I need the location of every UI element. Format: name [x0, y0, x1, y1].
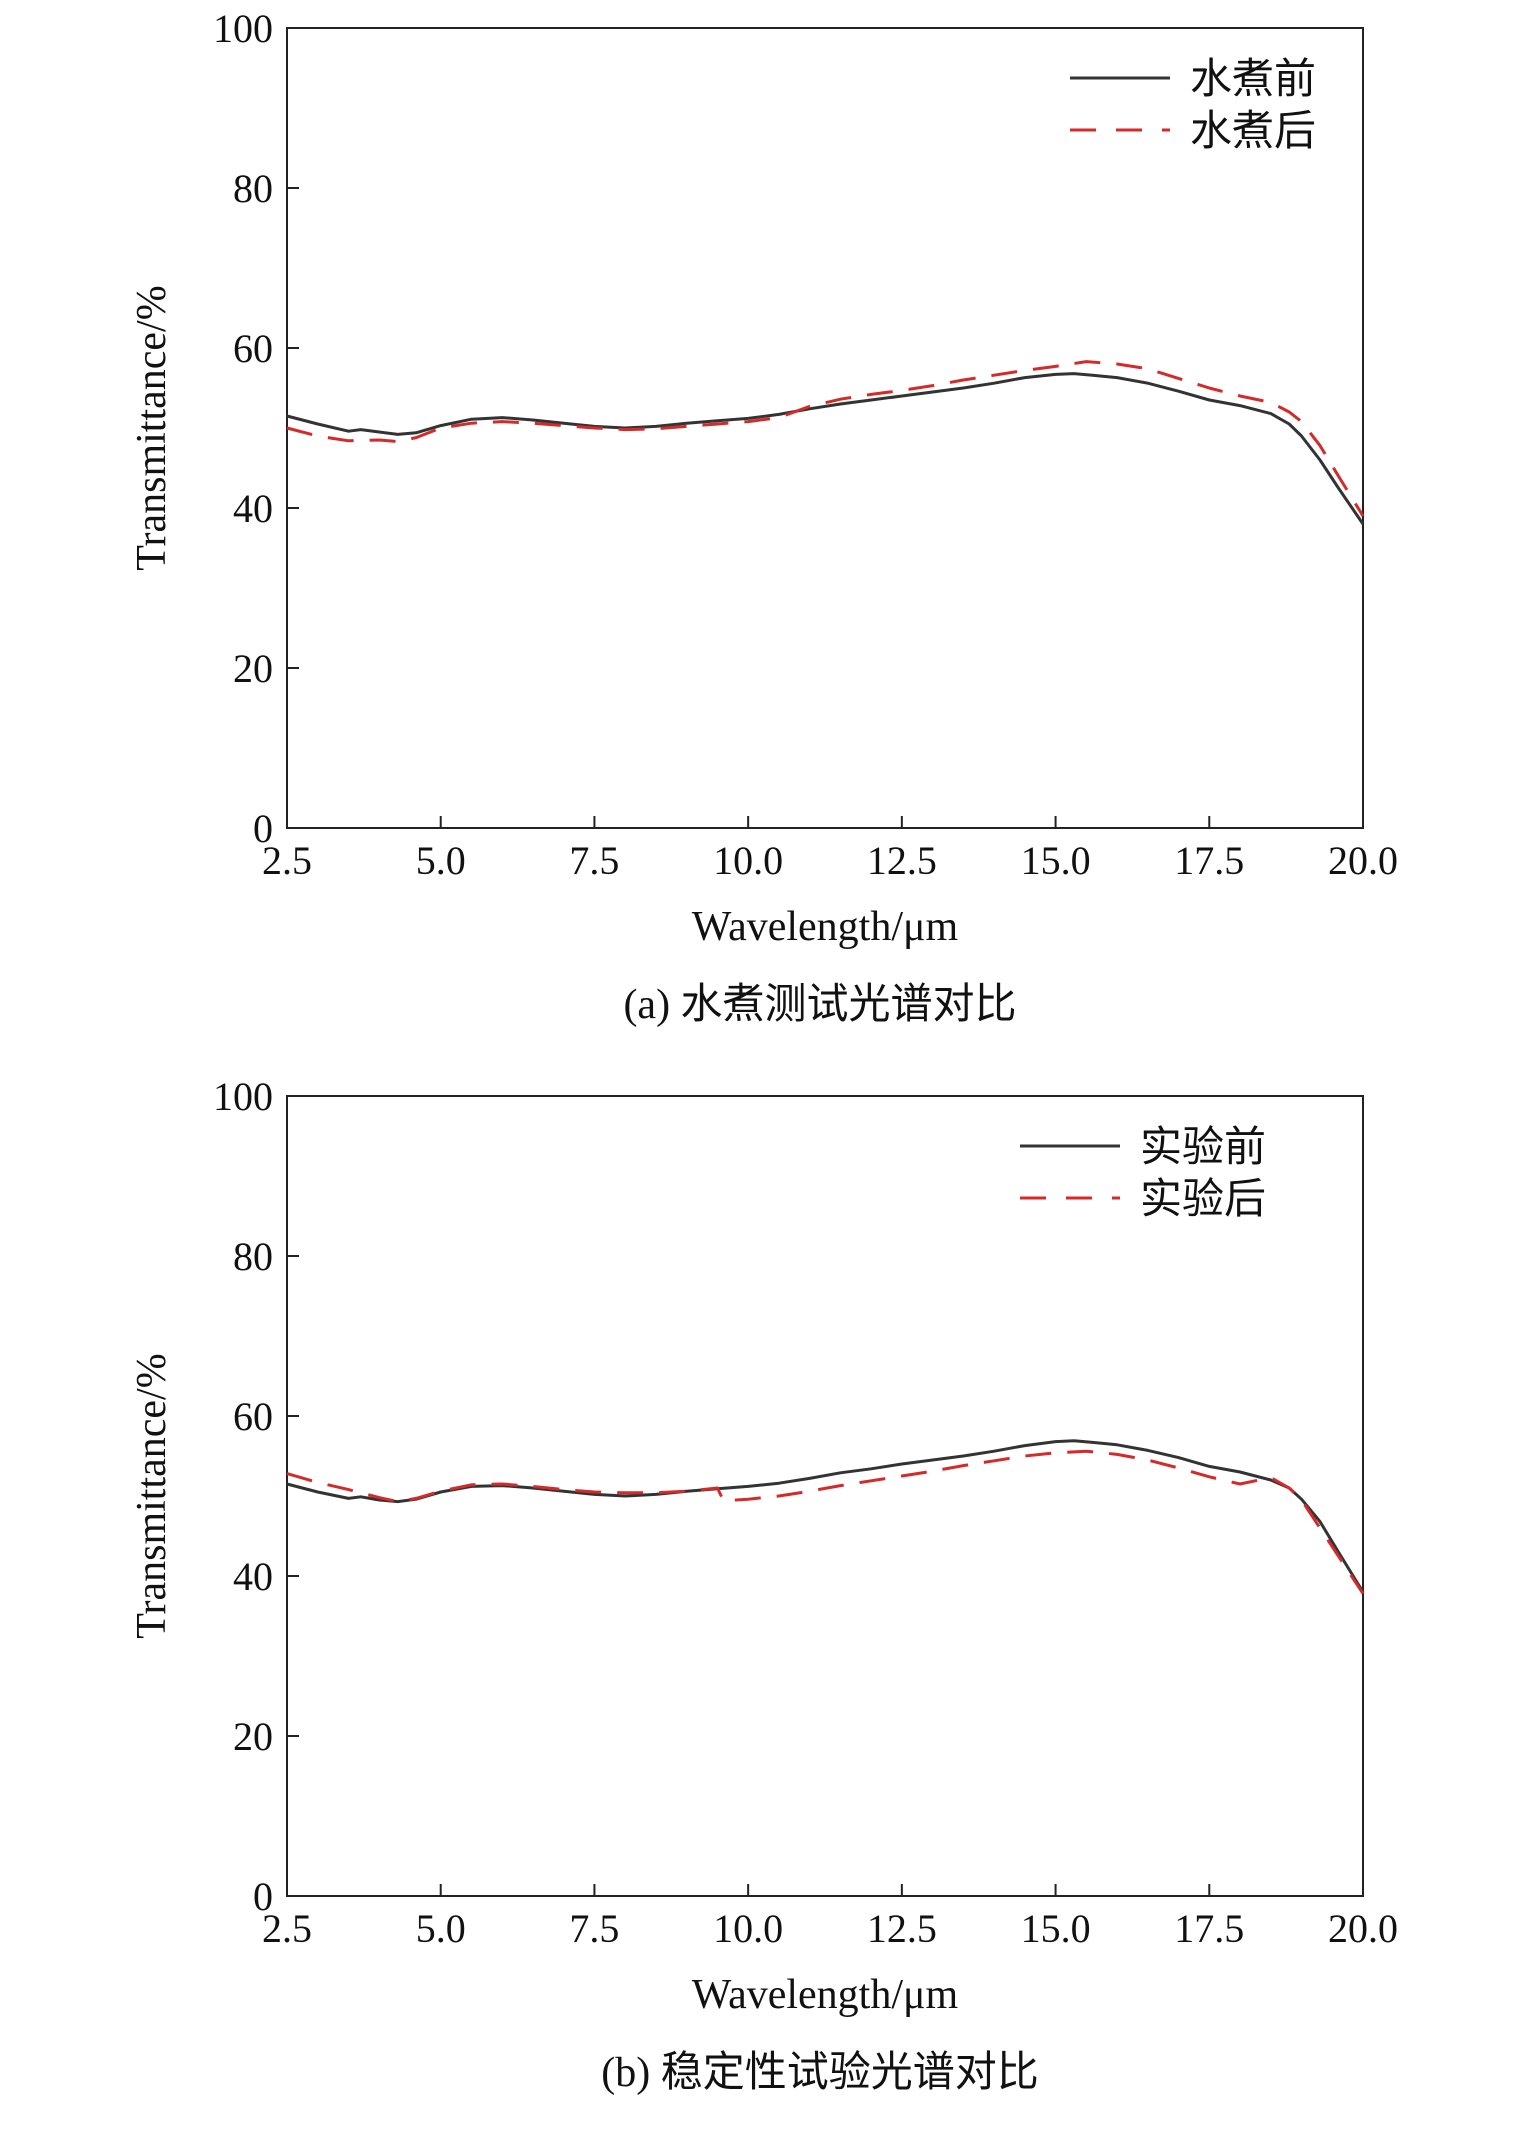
- chart-0-x-tick-label: 2.5: [262, 838, 312, 883]
- chart-1-y-tick-label: 80: [233, 1234, 273, 1279]
- chart-1-legend-label-2: 实验后: [1140, 1176, 1266, 1223]
- chart-0-x-tick-label: 12.5: [867, 838, 937, 883]
- chart-0-series-1-line: [286, 372, 1365, 525]
- chart-1-y-axis-label: Transmittance/%: [129, 1353, 175, 1638]
- chart-1-x-tick-label: 15.0: [1021, 1906, 1091, 1951]
- chart-0-y-tick-label: 20: [233, 646, 273, 691]
- chart-0-y-tick-label: 100: [213, 6, 273, 51]
- chart-0-x-tick-label: 10.0: [713, 838, 783, 883]
- chart-1-legend-label-1: 实验前: [1140, 1124, 1266, 1171]
- chart-0-x-tick-label: 5.0: [416, 838, 466, 883]
- chart-1-x-tick-label: 20.0: [1328, 1906, 1398, 1951]
- chart-1-series-2-line: [286, 1449, 1365, 1595]
- chart-1-y-tick-label: 100: [213, 1074, 273, 1119]
- chart-0-series-2-line: [286, 360, 1365, 517]
- chart-0-x-tick-label: 7.5: [569, 838, 619, 883]
- chart-b-svg: 0 20 40 60 80 100 2.5 5.0 7.5 10.0 12.5 15.0 17.5 20.…: [129, 1074, 1398, 2096]
- chart-panel-a: 0 20 40 60 80 100 2.5 5.0 7.5 10.0 12.5 15.0 17.5 20.…: [0, 0, 1535, 1068]
- chart-1-y-tick-label: 20: [233, 1714, 273, 1759]
- chart-1-y-tick-label: 0: [253, 1874, 273, 1919]
- chart-0-y-tick-label: 40: [233, 486, 273, 531]
- chart-1-x-tick-label: 7.5: [569, 1906, 619, 1951]
- chart-1-y-tick-label: 60: [233, 1394, 273, 1439]
- chart-1-plot-frame: [286, 1095, 1364, 1897]
- chart-1-x-tick-label: 5.0: [416, 1906, 466, 1951]
- chart-a-svg: 0 20 40 60 80 100 2.5 5.0 7.5 10.0 12.5 15.0 17.5 20.…: [129, 6, 1398, 1028]
- chart-1-x-tick-label: 2.5: [262, 1906, 312, 1951]
- chart-0-y-tick-label: 0: [253, 806, 273, 851]
- chart-1-x-tick-label: 10.0: [713, 1906, 783, 1951]
- chart-1-x-tick-label: 12.5: [867, 1906, 937, 1951]
- chart-0-y-tick-label: 60: [233, 326, 273, 371]
- chart-0-x-tick-label: 20.0: [1328, 838, 1398, 883]
- chart-0-x-axis-label: Wavelength/μm: [692, 904, 959, 950]
- chart-1-x-axis-label: Wavelength/μm: [692, 1972, 959, 2018]
- chart-0-caption: (a) 水煮测试光谱对比: [623, 982, 1016, 1028]
- chart-1-x-tick-label: 17.5: [1174, 1906, 1244, 1951]
- chart-0-legend-label-2: 水煮后: [1190, 109, 1316, 155]
- chart-1-series-1-line: [286, 1439, 1365, 1593]
- chart-0-y-tick-label: 80: [233, 166, 273, 211]
- chart-0-x-tick-label: 15.0: [1021, 838, 1091, 883]
- chart-0-x-tick-label: 17.5: [1174, 838, 1244, 883]
- chart-panel-b: 0 20 40 60 80 100 2.5 5.0 7.5 10.0 12.5 15.0 17.5 20.…: [0, 1068, 1535, 2136]
- chart-0-legend-label-1: 水煮前: [1190, 57, 1316, 103]
- chart-0-y-axis-label: Transmittance/%: [129, 285, 175, 570]
- chart-1-y-tick-label: 40: [233, 1554, 273, 1599]
- chart-1-caption: (b) 稳定性试验光谱对比: [601, 2049, 1038, 2096]
